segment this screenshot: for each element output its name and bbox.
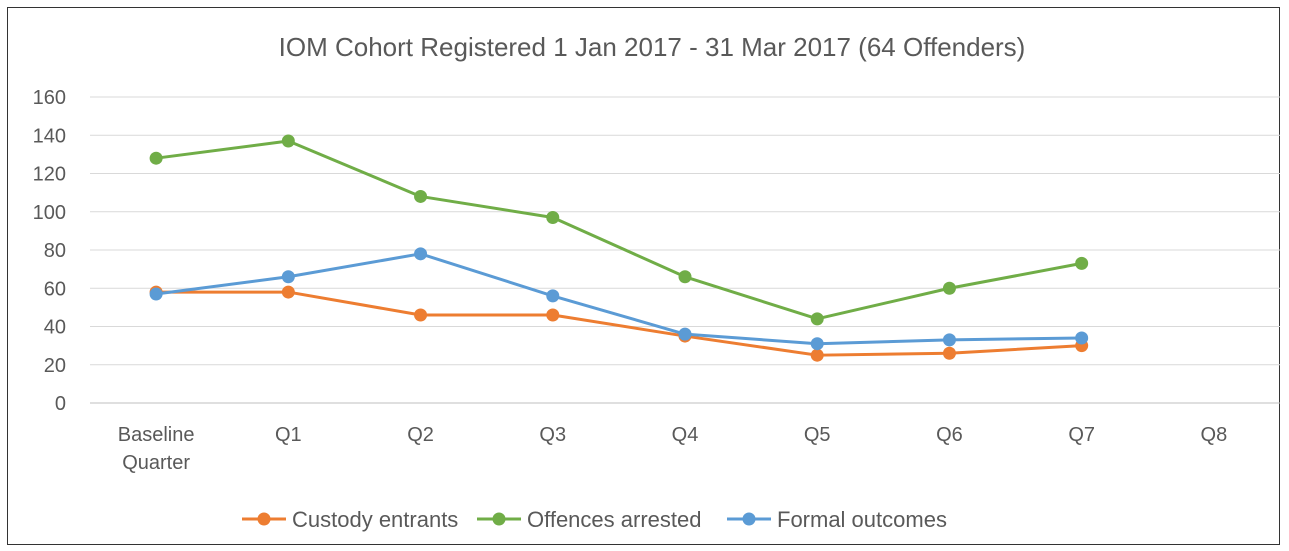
series-custody-entrants: [149, 285, 1089, 362]
x-tick-label: Q1: [275, 424, 302, 446]
legend-label: Offences arrested: [527, 507, 701, 532]
y-tick-label: 120: [33, 164, 66, 186]
x-tick-label: Q6: [936, 424, 963, 446]
legend-marker: [492, 512, 506, 526]
data-point: [810, 312, 824, 326]
y-tick-label: 60: [44, 278, 66, 300]
data-point: [546, 289, 560, 303]
x-tick-label: Q2: [407, 424, 434, 446]
series-line: [155, 139, 1082, 321]
data-point: [546, 210, 560, 224]
x-tick-label: Q7: [1068, 424, 1095, 446]
data-point: [281, 134, 295, 148]
y-tick-label: 100: [33, 202, 66, 224]
x-tick-label: Q5: [804, 424, 831, 446]
data-point: [1075, 256, 1089, 270]
x-tick-label: Q8: [1201, 424, 1228, 446]
data-point: [546, 308, 560, 322]
data-point: [281, 270, 295, 284]
legend: Custody entrants Offences arrested Formal …: [242, 507, 947, 532]
data-point: [942, 346, 956, 360]
series-line: [156, 290, 1082, 357]
legend-marker: [742, 512, 756, 526]
legend-item: Custody entrants: [242, 507, 458, 532]
x-tick-label: Quarter: [122, 452, 190, 474]
y-tick-label: 40: [44, 317, 66, 339]
y-tick-label: 0: [55, 393, 66, 415]
y-axis-ticks: 0 20 40 60 80 100 120 140 160: [33, 87, 66, 415]
y-tick-label: 140: [33, 125, 66, 147]
series-offences-arrested: [149, 134, 1089, 326]
data-point: [810, 348, 824, 362]
y-tick-label: 80: [44, 240, 66, 262]
data-point: [414, 308, 428, 322]
data-point: [942, 333, 956, 347]
data-point: [1075, 331, 1089, 345]
series-line: [155, 252, 1082, 346]
data-point: [414, 189, 428, 203]
x-tick-label: Baseline: [118, 424, 195, 446]
data-point: [678, 327, 692, 341]
data-point: [149, 151, 163, 165]
gridlines: [90, 96, 1280, 404]
y-tick-label: 160: [33, 87, 66, 109]
data-point: [414, 247, 428, 261]
data-point: [942, 281, 956, 295]
x-axis-ticks: Baseline Quarter Q1 Q2 Q3 Q4 Q5 Q6 Q7 Q8: [118, 424, 1227, 474]
chart-title: IOM Cohort Registered 1 Jan 2017 - 31 Ma…: [279, 32, 1026, 62]
data-point: [149, 287, 163, 301]
data-point: [810, 337, 824, 351]
legend-label: Custody entrants: [292, 507, 458, 532]
data-point: [281, 285, 295, 299]
legend-item: Formal outcomes: [727, 507, 947, 532]
x-tick-label: Q4: [672, 424, 699, 446]
legend-marker: [257, 512, 271, 526]
y-tick-label: 20: [44, 355, 66, 377]
legend-item: Offences arrested: [477, 507, 701, 532]
series-group: [149, 134, 1089, 362]
legend-label: Formal outcomes: [777, 507, 947, 532]
series-formal-outcomes: [149, 247, 1089, 351]
data-point: [678, 270, 692, 284]
x-tick-label: Q3: [539, 424, 566, 446]
